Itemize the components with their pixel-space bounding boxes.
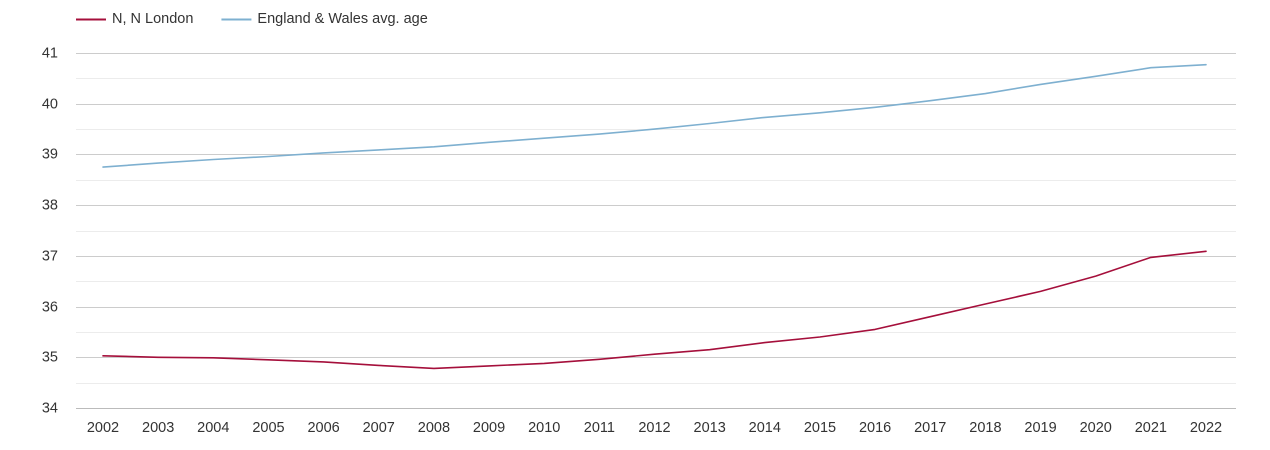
x-tick-label: 2002	[87, 420, 119, 436]
x-tick-label: 2012	[638, 420, 670, 436]
x-tick-label: 2005	[252, 420, 284, 436]
grid	[76, 53, 1236, 409]
x-tick-label: 2004	[197, 420, 229, 436]
x-tick-label: 2011	[584, 420, 615, 436]
y-axis: 34 35 36 37 38 39 40 41	[42, 45, 58, 416]
x-tick-label: 2017	[914, 420, 946, 436]
y-tick-label: 38	[42, 197, 58, 213]
x-tick-label: 2015	[804, 420, 836, 436]
x-axis: 2002 2003 2004 2005 2006 2007 2008 2009 2010 2011…	[87, 420, 1222, 436]
x-tick-label: 2014	[749, 420, 781, 436]
y-tick-label: 36	[42, 299, 58, 315]
x-tick-label: 2010	[528, 420, 560, 436]
x-tick-label: 2016	[859, 420, 891, 436]
y-tick-label: 41	[42, 45, 58, 61]
x-tick-label: 2003	[142, 420, 174, 436]
series-lines	[102, 63, 1207, 370]
x-tick-label: 2018	[969, 420, 1001, 436]
x-tick-label: 2006	[307, 420, 339, 436]
legend: N, N London England & Wales avg. age	[76, 11, 428, 27]
x-tick-label: 2007	[363, 420, 395, 436]
x-tick-label: 2020	[1080, 420, 1112, 436]
series-line-2	[102, 63, 1207, 168]
y-tick-label: 35	[42, 349, 58, 365]
legend-item-1: N, N London	[76, 11, 193, 27]
y-tick-label: 39	[42, 146, 58, 162]
y-tick-label: 40	[42, 96, 58, 112]
legend-label: England & Wales avg. age	[257, 11, 427, 27]
x-tick-label: 2022	[1190, 420, 1222, 436]
legend-label: N, N London	[112, 11, 193, 27]
y-tick-label: 37	[42, 248, 58, 264]
x-tick-label: 2013	[694, 420, 726, 436]
x-tick-label: 2019	[1024, 420, 1056, 436]
x-tick-label: 2021	[1135, 420, 1167, 436]
legend-item-2: England & Wales avg. age	[221, 11, 428, 27]
x-tick-label: 2008	[418, 420, 450, 436]
series-line-1	[102, 250, 1207, 370]
y-tick-label: 34	[42, 400, 58, 416]
x-tick-label: 2009	[473, 420, 505, 436]
